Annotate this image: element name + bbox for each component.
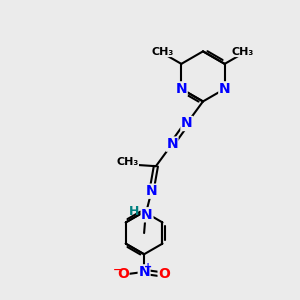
Text: O: O	[117, 267, 129, 281]
Text: N: N	[219, 82, 230, 96]
Text: N: N	[176, 82, 187, 96]
Text: H: H	[129, 205, 140, 218]
Text: CH₃: CH₃	[231, 46, 254, 56]
Text: −: −	[113, 265, 122, 275]
Text: N: N	[181, 116, 193, 130]
Text: CH₃: CH₃	[116, 158, 139, 167]
Text: N: N	[166, 137, 178, 151]
Text: O: O	[158, 267, 170, 281]
Text: CH₃: CH₃	[152, 46, 174, 56]
Text: +: +	[144, 262, 152, 272]
Text: N: N	[141, 208, 153, 222]
Text: N: N	[138, 265, 150, 279]
Text: N: N	[146, 184, 157, 198]
